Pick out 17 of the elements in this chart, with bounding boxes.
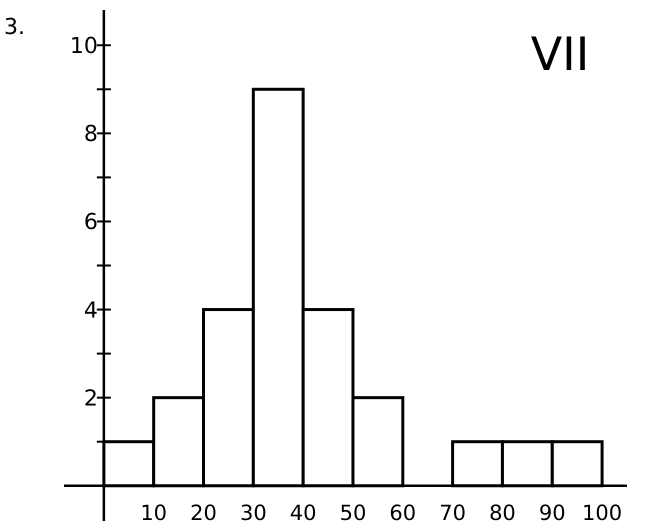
x-tick-label: 40 — [290, 500, 317, 525]
x-tick-label: 30 — [240, 500, 267, 525]
x-tick-label: 90 — [538, 500, 566, 525]
x-tick-label: 60 — [389, 500, 416, 525]
x-tick-label: 100 — [582, 500, 622, 525]
x-tick-label: 20 — [190, 500, 217, 525]
text: 3. — [4, 15, 25, 40]
y-tick-label: 10 — [70, 34, 98, 59]
chart-title: VII — [530, 27, 590, 81]
y-tick-label: 8 — [84, 122, 98, 148]
y-tick-label: 2 — [84, 386, 98, 412]
x-tick-label: 80 — [489, 500, 516, 525]
x-tick-label: 10 — [140, 500, 168, 525]
y-tick-label: 4 — [84, 298, 98, 324]
x-tick-label: 70 — [439, 500, 466, 525]
x-tick-label: 50 — [340, 500, 366, 525]
y-tick-label: 6 — [84, 210, 98, 236]
